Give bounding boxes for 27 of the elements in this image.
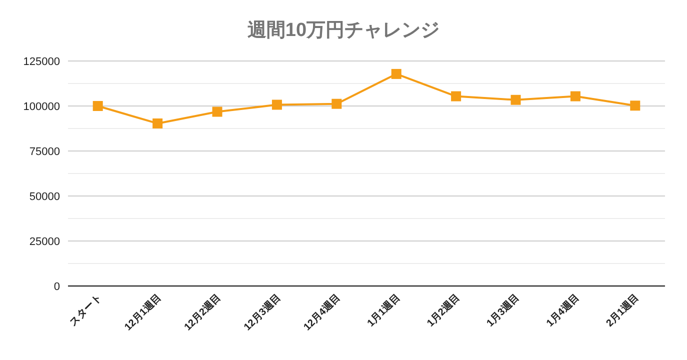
point <box>272 100 282 110</box>
x-tick-label: スタート <box>68 292 104 328</box>
point <box>391 68 402 79</box>
point <box>212 106 222 117</box>
y-tick-label: 50000 <box>29 191 60 203</box>
x-tick-label: 12月3週目 <box>242 292 284 334</box>
x-tick-label: 2月1週目 <box>604 292 642 330</box>
chart-title: 週間10万円チャレンジ <box>246 20 440 41</box>
y-tick-label: 100000 <box>23 101 60 113</box>
point <box>510 94 521 105</box>
point <box>152 118 163 128</box>
x-tick-label: 1月3週目 <box>484 292 522 330</box>
point <box>451 91 462 102</box>
y-tick-label: 25000 <box>29 236 60 248</box>
point <box>92 101 103 111</box>
point <box>570 91 580 102</box>
x-tick-label: 1月1週目 <box>364 292 402 330</box>
point <box>332 98 342 109</box>
x-tick-label: 1月2週目 <box>424 292 462 330</box>
y-tick-label: 0 <box>54 281 60 293</box>
y-tick-label: 75000 <box>29 146 60 158</box>
x-tick-label: 12月2週目 <box>182 292 224 334</box>
x-tick-label: 12月4週目 <box>301 292 343 334</box>
point <box>630 100 640 111</box>
x-tick-label: 1月4週目 <box>544 292 582 330</box>
x-tick-label: 12月1週目 <box>122 292 164 334</box>
y-tick-label: 125000 <box>23 56 60 68</box>
